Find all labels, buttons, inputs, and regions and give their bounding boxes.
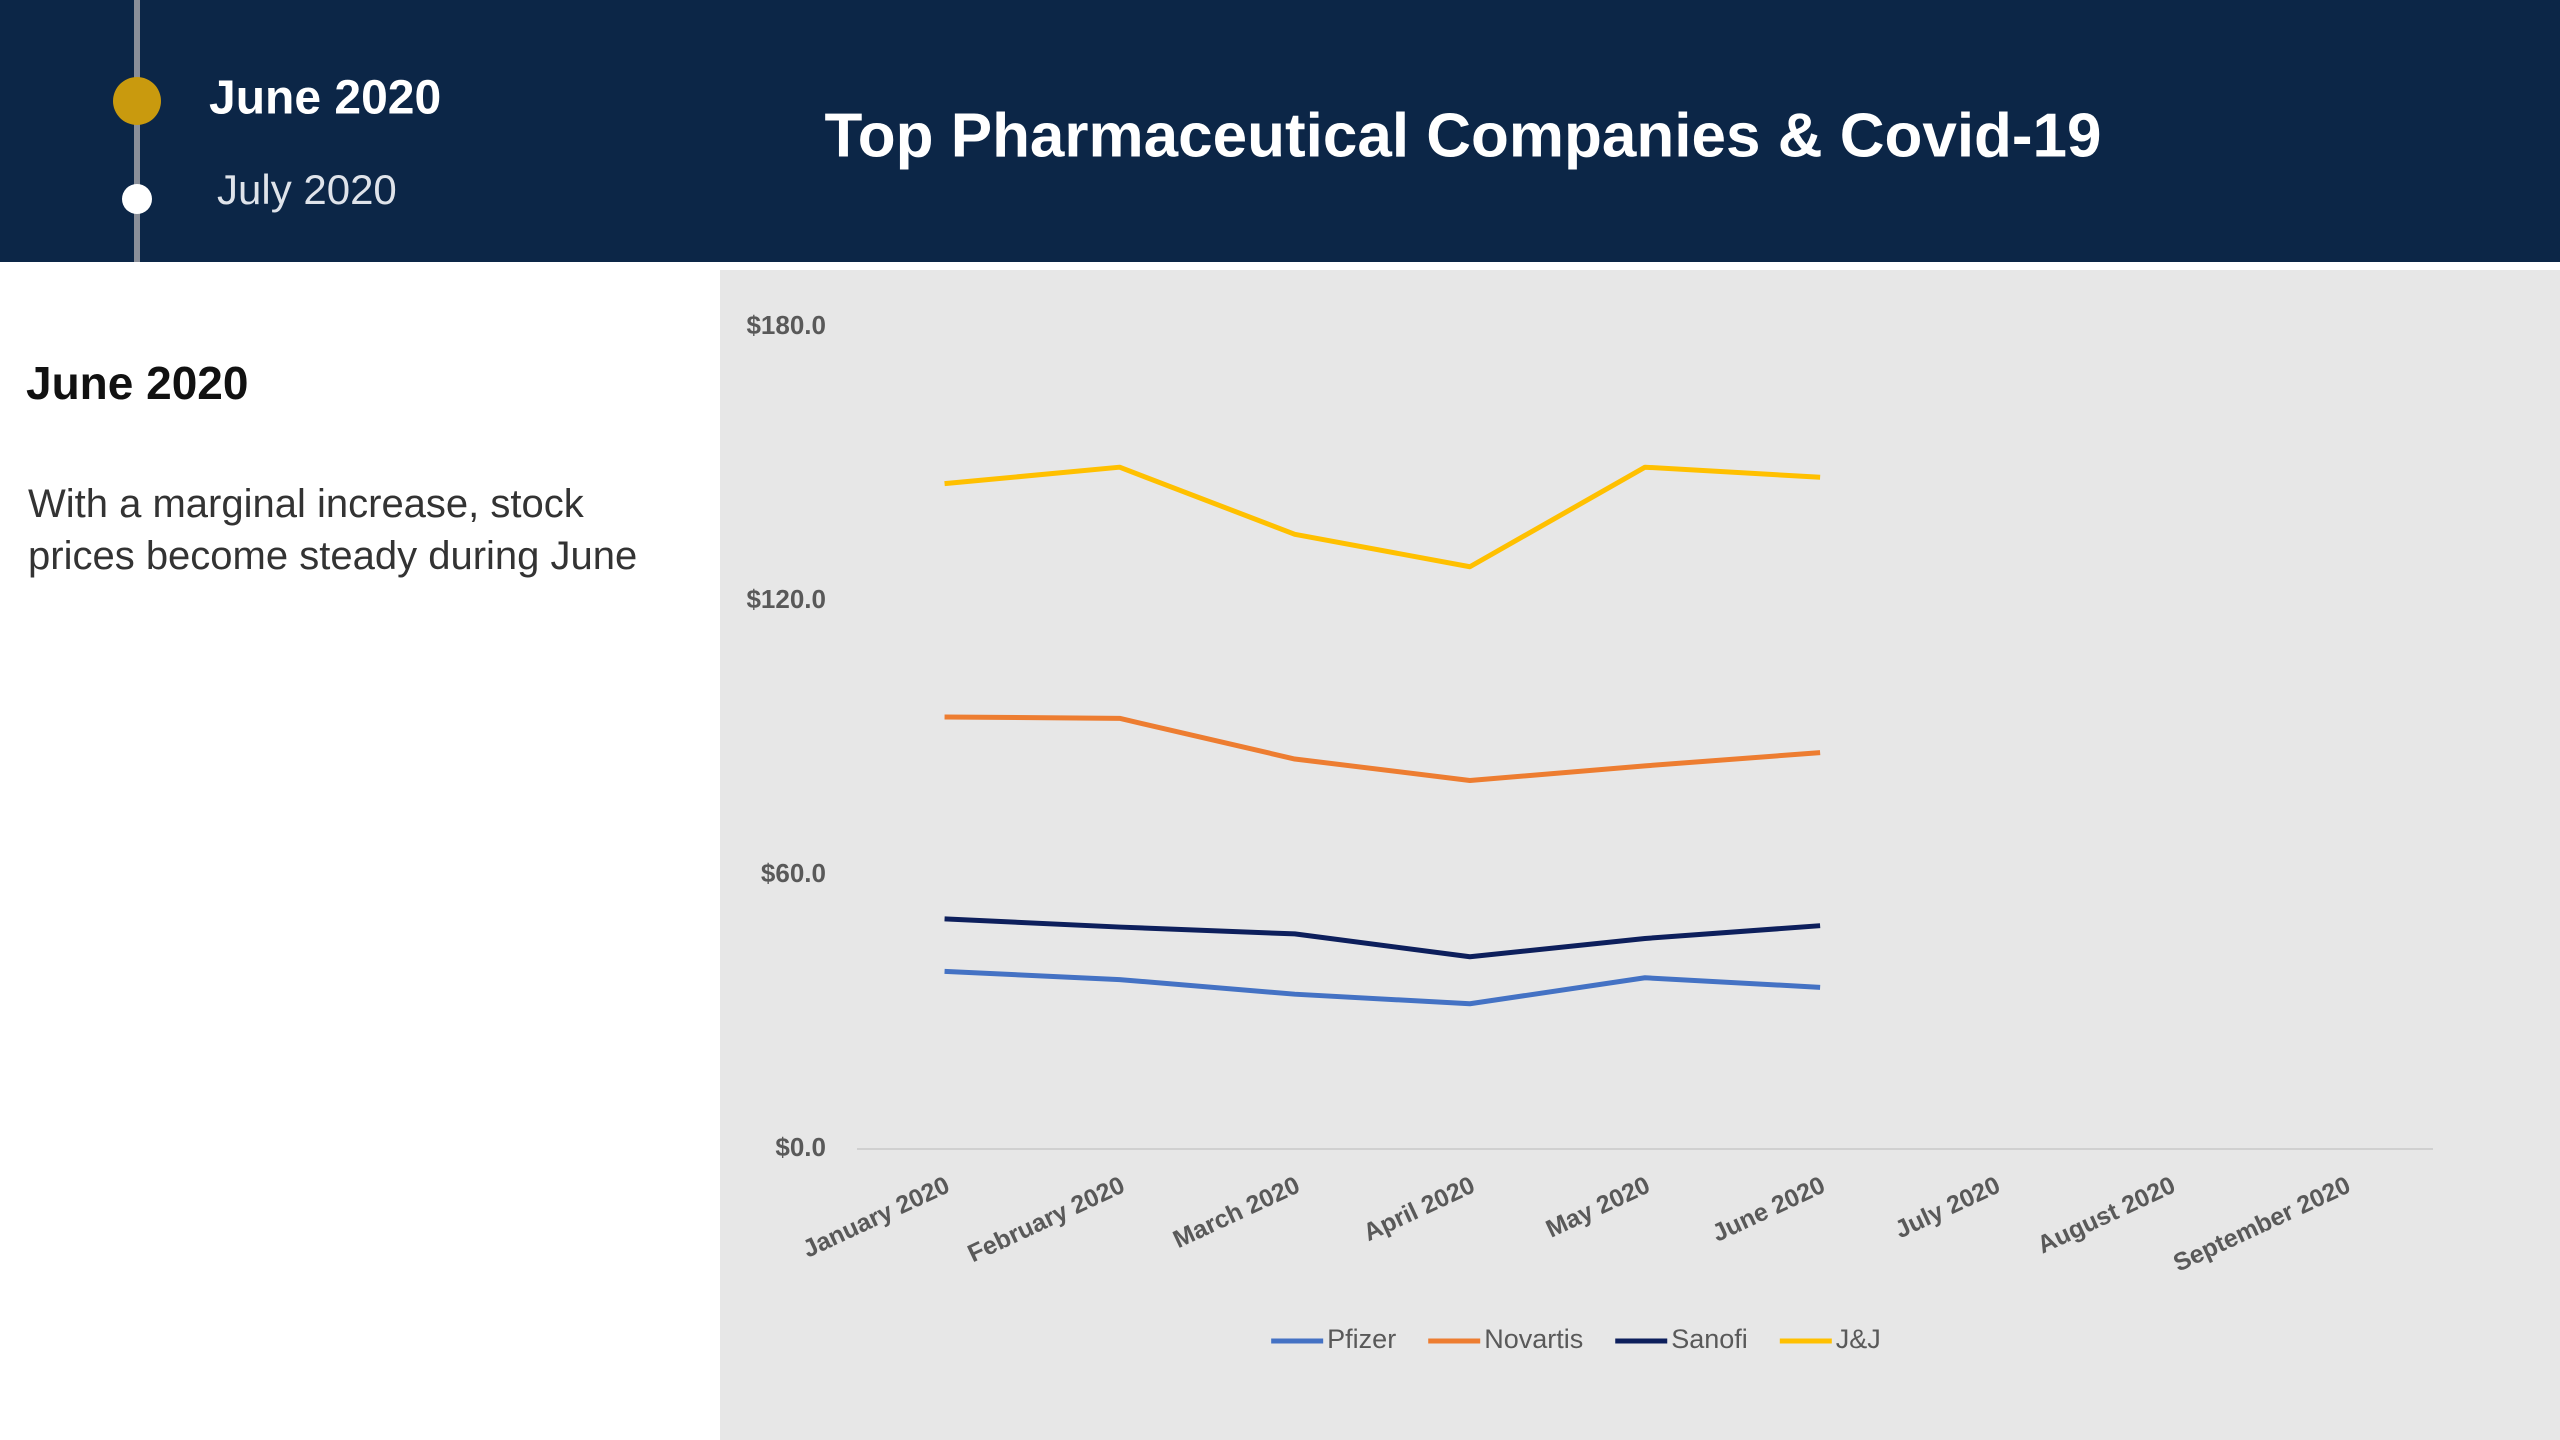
timeline-item-active[interactable]: June 2020 [209,72,441,125]
y-tick-label: $60.0 [761,858,826,888]
legend-label: Sanofi [1671,1324,1748,1354]
chart-panel [720,270,2560,1440]
legend-label: J&J [1836,1324,1881,1354]
header-bar [0,0,2560,262]
legend-label: Pfizer [1327,1324,1396,1354]
page-title: Top Pharmaceutical Companies & Covid-19 [824,101,2101,170]
series-line [944,968,1821,1007]
y-tick-label: $120.0 [746,584,826,614]
series-line [944,714,1821,783]
timeline-item[interactable]: July 2020 [217,166,397,213]
y-tick-label: $180.0 [746,310,826,340]
series-line [944,916,1821,960]
sidebar-heading: June 2020 [26,357,248,409]
timeline-dot[interactable] [122,184,152,214]
y-tick-label: $0.0 [775,1132,826,1162]
sidebar-text: With a marginal increase, stock prices b… [28,482,638,578]
legend-label: Novartis [1484,1324,1583,1354]
timeline-dot-active[interactable] [113,77,161,125]
series-line [944,464,1821,570]
